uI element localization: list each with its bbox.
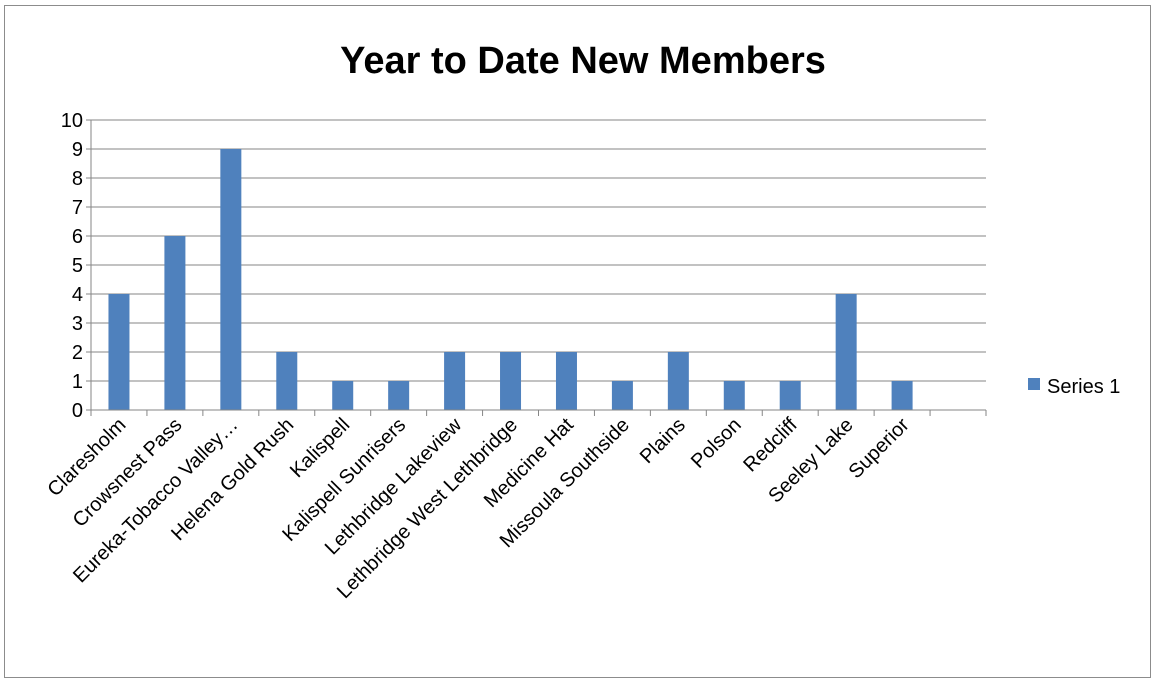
y-tick-label: 2: [72, 342, 83, 364]
chart-title: Year to Date New Members: [340, 40, 826, 82]
bar: [108, 294, 130, 410]
chart: Year to Date New Members 0 1 2 3 4 5 6 7 8 9 10 Cl…: [43, 40, 1120, 603]
bar: [611, 381, 633, 410]
y-tick-label: 6: [72, 226, 83, 248]
bar: [835, 294, 857, 410]
y-tick-label: 8: [72, 168, 83, 190]
axes: [86, 119, 987, 416]
y-tick-label: 9: [72, 139, 83, 161]
y-tick-label: 5: [72, 255, 83, 277]
y-tick-label: 1: [72, 371, 83, 393]
y-tick-label: 10: [61, 110, 83, 132]
bar: [500, 352, 522, 410]
bar: [220, 149, 242, 410]
bar: [164, 236, 186, 410]
bars: [108, 149, 913, 410]
bar: [388, 381, 410, 410]
bar: [891, 381, 913, 410]
legend-label-series-1: Series 1: [1047, 376, 1120, 398]
y-tick-label: 3: [72, 313, 83, 335]
bar: [555, 352, 577, 410]
legend: Series 1: [1028, 376, 1120, 398]
x-tick-label: Polson: [687, 414, 746, 473]
bar: [779, 381, 801, 410]
bar: [444, 352, 466, 410]
bar: [667, 352, 689, 410]
x-tick-label: Superior: [845, 414, 914, 483]
y-tick-label: 7: [72, 197, 83, 219]
chart-frame: Year to Date New Members 0 1 2 3 4 5 6 7 8 9 10 Cl…: [4, 5, 1151, 678]
bar: [723, 381, 745, 410]
bar: [276, 352, 298, 410]
bar: [332, 381, 354, 410]
y-tick-labels: 0 1 2 3 4 5 6 7 8 9 10: [61, 110, 83, 422]
legend-swatch-series-1: [1028, 378, 1040, 390]
y-tick-label: 0: [72, 400, 83, 422]
x-tick-label: Plains: [636, 414, 690, 468]
y-tick-label: 4: [72, 284, 83, 306]
